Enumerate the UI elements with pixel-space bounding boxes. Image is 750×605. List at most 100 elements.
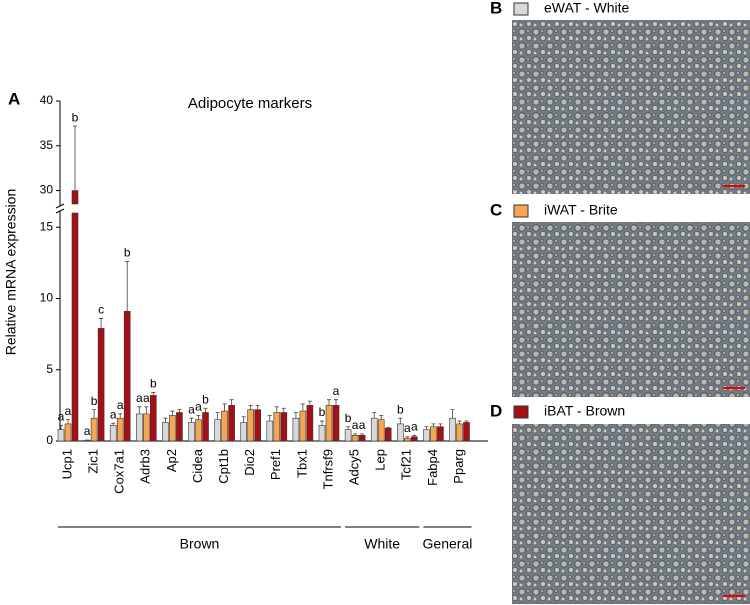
error-bar — [320, 420, 324, 426]
error-bar — [450, 409, 455, 419]
error-bar — [293, 412, 298, 419]
legend-label: iBAT - Brown — [544, 403, 625, 419]
significance-letter: a — [188, 402, 195, 416]
bar — [430, 426, 437, 442]
bar — [358, 434, 366, 442]
error-bar — [59, 424, 63, 430]
y-tick-label: 15 — [40, 219, 54, 233]
error-bar — [163, 417, 168, 423]
bar — [143, 413, 150, 442]
group-label: Brown — [180, 536, 220, 552]
bar — [57, 429, 65, 442]
bar — [463, 422, 470, 442]
significance-letter: a — [84, 424, 91, 438]
significance-letter: a — [58, 409, 65, 423]
bar — [437, 426, 444, 442]
significance-letter: a — [110, 407, 117, 421]
bar — [195, 419, 202, 442]
micrograph — [512, 222, 750, 397]
bar — [97, 328, 105, 442]
significance-letter: a — [143, 391, 150, 405]
x-tick-label: Tcf21 — [399, 449, 414, 480]
x-tick-label: Cidea — [190, 448, 205, 483]
error-bar — [327, 399, 331, 406]
micrograph — [512, 20, 750, 194]
error-bar — [386, 427, 391, 429]
error-bar — [229, 399, 234, 406]
x-tick-label: Adcy5 — [347, 449, 362, 485]
error-bar — [360, 433, 365, 436]
error-bar — [189, 417, 194, 423]
error-bar — [215, 412, 220, 420]
error-bar — [241, 416, 246, 423]
bar — [384, 427, 392, 442]
micrographs — [512, 20, 750, 604]
significance-letter: b — [397, 402, 404, 416]
error-bar — [353, 433, 358, 436]
error-bar — [144, 406, 149, 414]
bar — [344, 429, 352, 442]
bar — [228, 405, 235, 442]
error-bar — [438, 423, 443, 427]
y-tick-label: 0 — [46, 433, 53, 447]
bar — [64, 423, 72, 442]
bar — [136, 413, 143, 442]
x-tick-label: Lep — [373, 449, 388, 471]
x-tick-label: Ucp1 — [59, 449, 74, 479]
legend-swatch — [513, 2, 529, 16]
axis-break — [55, 203, 65, 209]
bar — [123, 311, 131, 442]
bar — [332, 405, 340, 442]
x-tick-label: Tbx1 — [294, 449, 309, 478]
significance-letter: a — [195, 400, 202, 414]
error-bar — [424, 426, 429, 430]
bar — [325, 405, 333, 442]
x-tick-label: Pref1 — [268, 449, 283, 480]
bar — [266, 420, 274, 442]
bar — [202, 412, 209, 442]
error-bar — [307, 400, 312, 406]
bar — [403, 437, 411, 442]
bar — [150, 395, 157, 442]
significance-letter: a — [136, 391, 143, 405]
bar — [351, 434, 359, 442]
significance-letter: b — [150, 377, 157, 391]
x-tick-label: Dio2 — [242, 449, 257, 476]
significance-letter: b — [124, 246, 131, 260]
x-tick-label: Ap2 — [164, 449, 179, 472]
bar — [292, 417, 300, 442]
significance-letter: b — [345, 411, 352, 425]
error-bar — [398, 417, 403, 424]
bar — [176, 412, 183, 442]
bar — [299, 410, 307, 442]
error-bar — [73, 125, 77, 191]
significance-letter: a — [352, 418, 359, 432]
error-bar — [274, 406, 279, 413]
y-tick-label: 40 — [40, 93, 54, 107]
group-label: General — [423, 536, 473, 552]
legend-swatch — [513, 405, 529, 419]
bar — [306, 405, 314, 442]
y-tick-label: 35 — [40, 138, 54, 152]
error-bar — [464, 420, 469, 423]
significance-letter: a — [359, 418, 366, 432]
error-bar — [118, 413, 123, 419]
bar — [273, 412, 281, 442]
significance-letter: b — [319, 405, 326, 419]
significance-letter: a — [404, 421, 411, 435]
significance-letter: b — [202, 392, 209, 406]
significance-letter: c — [98, 303, 104, 317]
error-bar — [222, 403, 227, 412]
bar — [370, 417, 378, 442]
error-bar — [203, 407, 208, 413]
x-tick-label: Zic1 — [86, 449, 101, 474]
error-bar — [196, 414, 201, 420]
error-bar — [151, 392, 156, 396]
panel-label: D — [490, 401, 502, 420]
error-bar — [267, 414, 272, 422]
bar — [188, 422, 195, 442]
legend-label: iWAT - Brite — [544, 202, 618, 218]
legend-label: eWAT - White — [544, 0, 630, 16]
error-bar — [346, 426, 351, 430]
error-bar — [255, 404, 260, 410]
